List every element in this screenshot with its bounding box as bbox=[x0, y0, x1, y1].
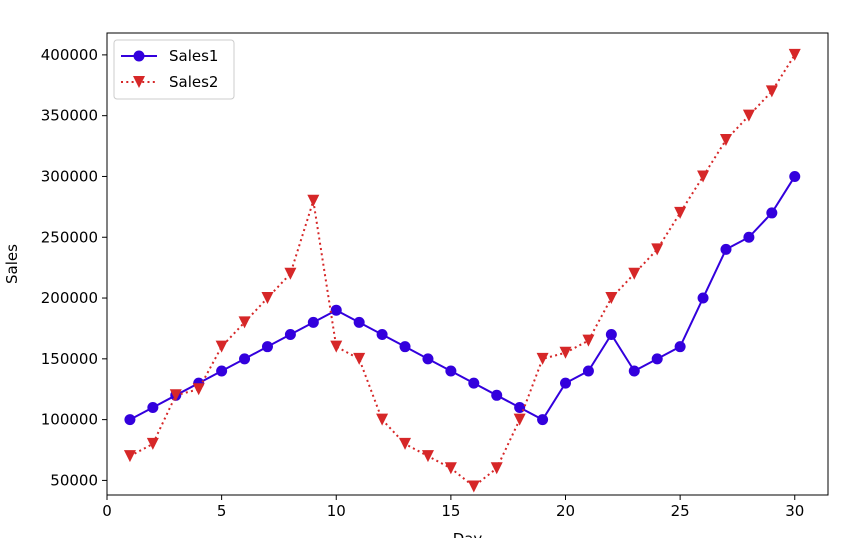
y-tick-label: 350000 bbox=[41, 107, 98, 125]
data-point bbox=[239, 353, 251, 365]
data-point bbox=[789, 170, 801, 182]
data-point bbox=[582, 334, 595, 347]
legend-marker bbox=[133, 76, 145, 88]
legend-item: Sales2 bbox=[121, 73, 218, 91]
data-point bbox=[537, 414, 549, 426]
data-point bbox=[123, 450, 136, 463]
legend-marker bbox=[133, 50, 145, 62]
y-tick-label: 300000 bbox=[41, 167, 98, 185]
y-tick-label: 200000 bbox=[41, 289, 98, 307]
y-tick-label: 50000 bbox=[50, 471, 98, 489]
data-point bbox=[788, 48, 801, 61]
data-point bbox=[284, 267, 297, 280]
series-Sales1 bbox=[124, 170, 801, 426]
legend-label: Sales2 bbox=[169, 73, 218, 91]
series-line bbox=[129, 54, 796, 488]
x-tick-label: 10 bbox=[327, 502, 346, 520]
data-point bbox=[353, 352, 366, 365]
data-point bbox=[307, 194, 320, 207]
data-point bbox=[147, 401, 159, 413]
data-point bbox=[536, 352, 549, 365]
data-point bbox=[605, 329, 617, 341]
legend-item: Sales1 bbox=[121, 47, 218, 65]
data-point bbox=[605, 292, 618, 305]
data-point bbox=[146, 437, 159, 450]
data-point bbox=[651, 243, 664, 256]
data-point bbox=[674, 341, 686, 353]
y-axis-label: Sales bbox=[3, 244, 21, 284]
legend: Sales1 Sales2 bbox=[113, 39, 235, 100]
data-point bbox=[376, 329, 388, 341]
data-point bbox=[720, 243, 732, 255]
data-point bbox=[330, 304, 342, 316]
x-tick-label: 15 bbox=[441, 502, 460, 520]
data-point bbox=[399, 437, 412, 450]
y-tick-label: 100000 bbox=[41, 411, 98, 429]
data-point bbox=[560, 377, 572, 389]
data-point bbox=[284, 329, 296, 341]
data-point bbox=[765, 85, 778, 98]
data-point bbox=[719, 133, 732, 146]
data-point bbox=[192, 383, 205, 396]
data-point bbox=[628, 267, 641, 280]
data-point bbox=[330, 340, 343, 353]
data-point bbox=[399, 341, 411, 353]
data-point bbox=[468, 377, 480, 389]
data-point bbox=[215, 340, 228, 353]
data-point bbox=[445, 365, 457, 377]
y-tick-label: 250000 bbox=[41, 228, 98, 246]
data-point bbox=[559, 346, 572, 359]
data-point bbox=[651, 353, 663, 365]
x-tick-label: 5 bbox=[217, 502, 227, 520]
data-point bbox=[743, 231, 755, 243]
x-tick-label: 20 bbox=[556, 502, 575, 520]
data-point bbox=[742, 109, 755, 122]
data-point bbox=[261, 292, 274, 305]
data-point bbox=[216, 365, 228, 377]
legend-label: Sales1 bbox=[169, 47, 218, 65]
axes-frame bbox=[106, 32, 829, 496]
y-tick-label: 150000 bbox=[41, 350, 98, 368]
data-point bbox=[513, 413, 526, 426]
data-point bbox=[467, 480, 480, 493]
data-point bbox=[124, 414, 136, 426]
data-point bbox=[376, 413, 389, 426]
data-point bbox=[421, 450, 434, 463]
data-point bbox=[491, 389, 503, 401]
data-point bbox=[582, 365, 594, 377]
data-point bbox=[697, 292, 709, 304]
data-point bbox=[169, 389, 182, 402]
x-tick-label: 30 bbox=[785, 502, 804, 520]
x-tick-label: 0 bbox=[102, 502, 112, 520]
data-point bbox=[674, 206, 687, 219]
y-tick-label: 400000 bbox=[41, 46, 98, 64]
data-point bbox=[766, 207, 778, 219]
data-point bbox=[238, 316, 251, 329]
x-axis-label: Day bbox=[453, 530, 483, 538]
data-point bbox=[490, 462, 503, 475]
x-tick-label: 25 bbox=[671, 502, 690, 520]
series-Sales2 bbox=[123, 48, 801, 493]
series-line bbox=[129, 175, 796, 421]
data-point bbox=[422, 353, 434, 365]
data-point bbox=[307, 316, 319, 328]
data-point bbox=[697, 170, 710, 183]
data-point bbox=[628, 365, 640, 377]
data-point bbox=[261, 341, 273, 353]
data-point bbox=[353, 316, 365, 328]
data-point bbox=[444, 462, 457, 475]
